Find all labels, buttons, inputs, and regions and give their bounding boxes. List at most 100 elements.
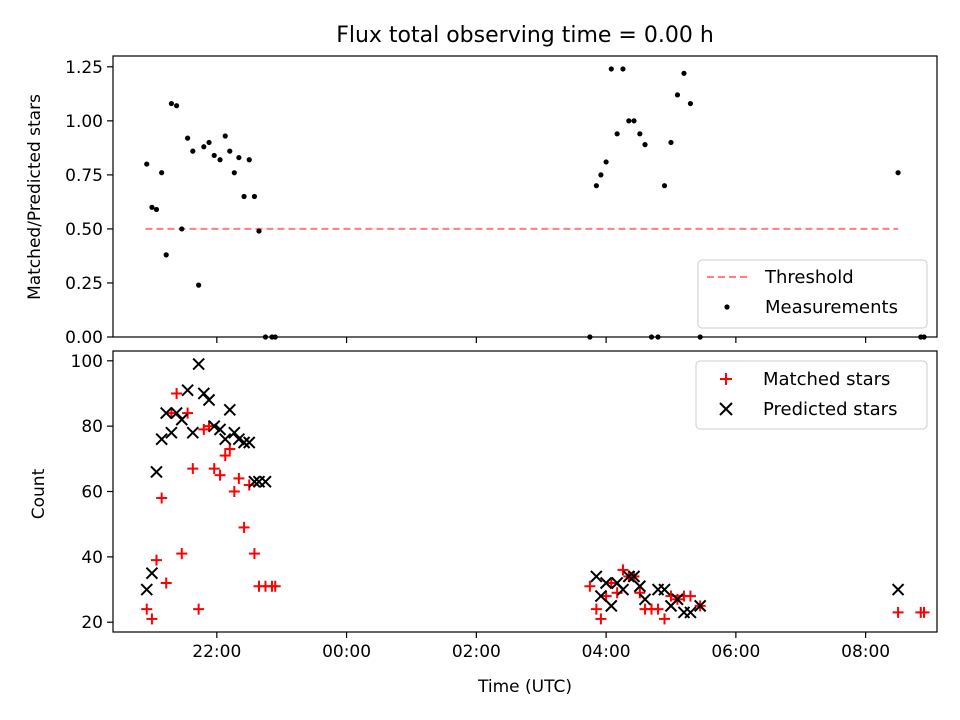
matched-stars-legend-marker [720, 373, 732, 385]
predicted-star-point [208, 419, 221, 433]
predicted-star-point [658, 583, 671, 596]
bottom-y-ticks: 20 40 60 80 100 [71, 352, 113, 633]
bottom-x-ticks: 22:00 00:00 02:00 04:00 06:00 08:00 [192, 632, 890, 662]
measurement-point [222, 133, 228, 139]
predicted-star-point [671, 593, 684, 606]
matched-star-point [684, 590, 696, 602]
top-legend-frame [697, 259, 928, 329]
measurement-point [251, 193, 258, 200]
top-axes-frame [112, 55, 938, 338]
measurement-point [674, 92, 681, 98]
legend-entry-threshold: Threshold [764, 267, 854, 288]
measurement-point [246, 157, 252, 163]
legend-entry-measurements: Measurements [765, 297, 898, 318]
matched-star-point [584, 580, 596, 592]
matched-star-point [269, 580, 281, 592]
matched-star-point [182, 407, 194, 419]
y-tick-label: 80 [81, 417, 103, 437]
bottom-y-axis-label: Count [29, 468, 49, 519]
legend-entry-predicted-stars: Predicted stars [763, 399, 897, 420]
y-tick-label: 40 [81, 548, 103, 568]
top-y-ticks: 0.00 0.25 0.50 0.75 1.00 1.25 [65, 58, 113, 348]
top-y-axis-label: Matched/Predicted stars [25, 94, 45, 300]
y-tick-label: 0.50 [65, 220, 103, 240]
measurement-point [614, 131, 620, 137]
y-tick-label: 0.00 [65, 328, 103, 348]
predicted-star-point [638, 593, 652, 606]
measurement-point [190, 148, 196, 154]
predicted-star-point [693, 599, 707, 613]
matched-star-point [605, 577, 617, 589]
measurement-point [153, 206, 160, 213]
predicted-star-point [145, 566, 159, 580]
predicted-star-point [219, 433, 232, 446]
measurement-point [173, 103, 180, 109]
measurement-point [201, 144, 207, 150]
matched-star-point [150, 554, 162, 566]
y-tick-label: 0.75 [65, 166, 103, 186]
top-axes: 0.00 0.25 0.50 0.75 1.00 1.25 Matched/Predict… [25, 55, 938, 348]
measurement-point [231, 170, 237, 176]
predicted-star-point [891, 583, 905, 596]
matched-star-point [248, 548, 260, 560]
predicted-star-point [159, 406, 173, 420]
measurement-point [895, 170, 901, 176]
measurement-point [217, 157, 223, 163]
measurement-point [196, 282, 202, 288]
matched-star-point [600, 590, 612, 602]
bottom-plot-marks [140, 357, 930, 625]
x-tick-label: 02:00 [452, 642, 501, 662]
measurement-point [179, 226, 185, 232]
predicted-star-point [248, 475, 261, 488]
predicted-star-point [599, 576, 613, 590]
matched-star-point [219, 450, 231, 462]
matched-star-point [595, 613, 607, 625]
measurement-point [626, 118, 632, 124]
matched-star-point [918, 606, 930, 618]
predicted-star-point [228, 426, 241, 439]
measurements-legend-dot [724, 304, 730, 310]
matched-star-point [652, 603, 664, 615]
measurement-point [637, 131, 643, 137]
measurement-point [256, 228, 262, 234]
matched-star-point [658, 613, 670, 625]
matched-star-point [243, 479, 255, 491]
measurement-point [168, 100, 174, 107]
y-tick-label: 20 [81, 613, 103, 633]
matched-star-point [224, 443, 236, 455]
bottom-axes: 20 40 60 80 100 22:00 00:00 02:00 04:00 06:00 08:… [29, 350, 938, 697]
legend-entry-matched-stars: Matched stars [763, 369, 890, 390]
bottom-legend: Matched stars Predicted stars [695, 360, 928, 430]
predicted-star-point [213, 423, 227, 436]
predicted-star-point [684, 606, 697, 619]
measurement-point [620, 66, 626, 72]
matched-star-point [156, 492, 168, 504]
y-tick-label: 0.25 [65, 274, 103, 294]
bottom-legend-frame [695, 360, 928, 430]
matched-star-point [214, 469, 226, 481]
predicted-star-point [594, 589, 608, 603]
measurement-point [642, 142, 648, 148]
x-tick-label: 04:00 [582, 642, 631, 662]
predicted-star-point [165, 426, 178, 439]
measurement-point [149, 204, 155, 210]
measurement-point [668, 139, 674, 146]
matched-star-point [171, 387, 183, 399]
x-tick-label: 22:00 [192, 642, 241, 662]
measurement-point [631, 118, 637, 124]
x-axis-label: Time (UTC) [477, 677, 572, 697]
matched-star-point [634, 587, 646, 599]
y-tick-label: 1.00 [65, 112, 103, 132]
predicted-star-point [175, 413, 188, 426]
predicted-star-point [590, 570, 603, 583]
measurement-point [227, 148, 233, 154]
y-tick-label: 1.25 [65, 58, 103, 78]
x-tick-label: 00:00 [322, 642, 371, 662]
predicted-star-point [155, 433, 168, 446]
matched-star-point [208, 463, 220, 475]
top-legend: Threshold Measurements [697, 259, 928, 329]
predicted-star-point [223, 403, 236, 417]
predicted-star-point [616, 583, 630, 596]
